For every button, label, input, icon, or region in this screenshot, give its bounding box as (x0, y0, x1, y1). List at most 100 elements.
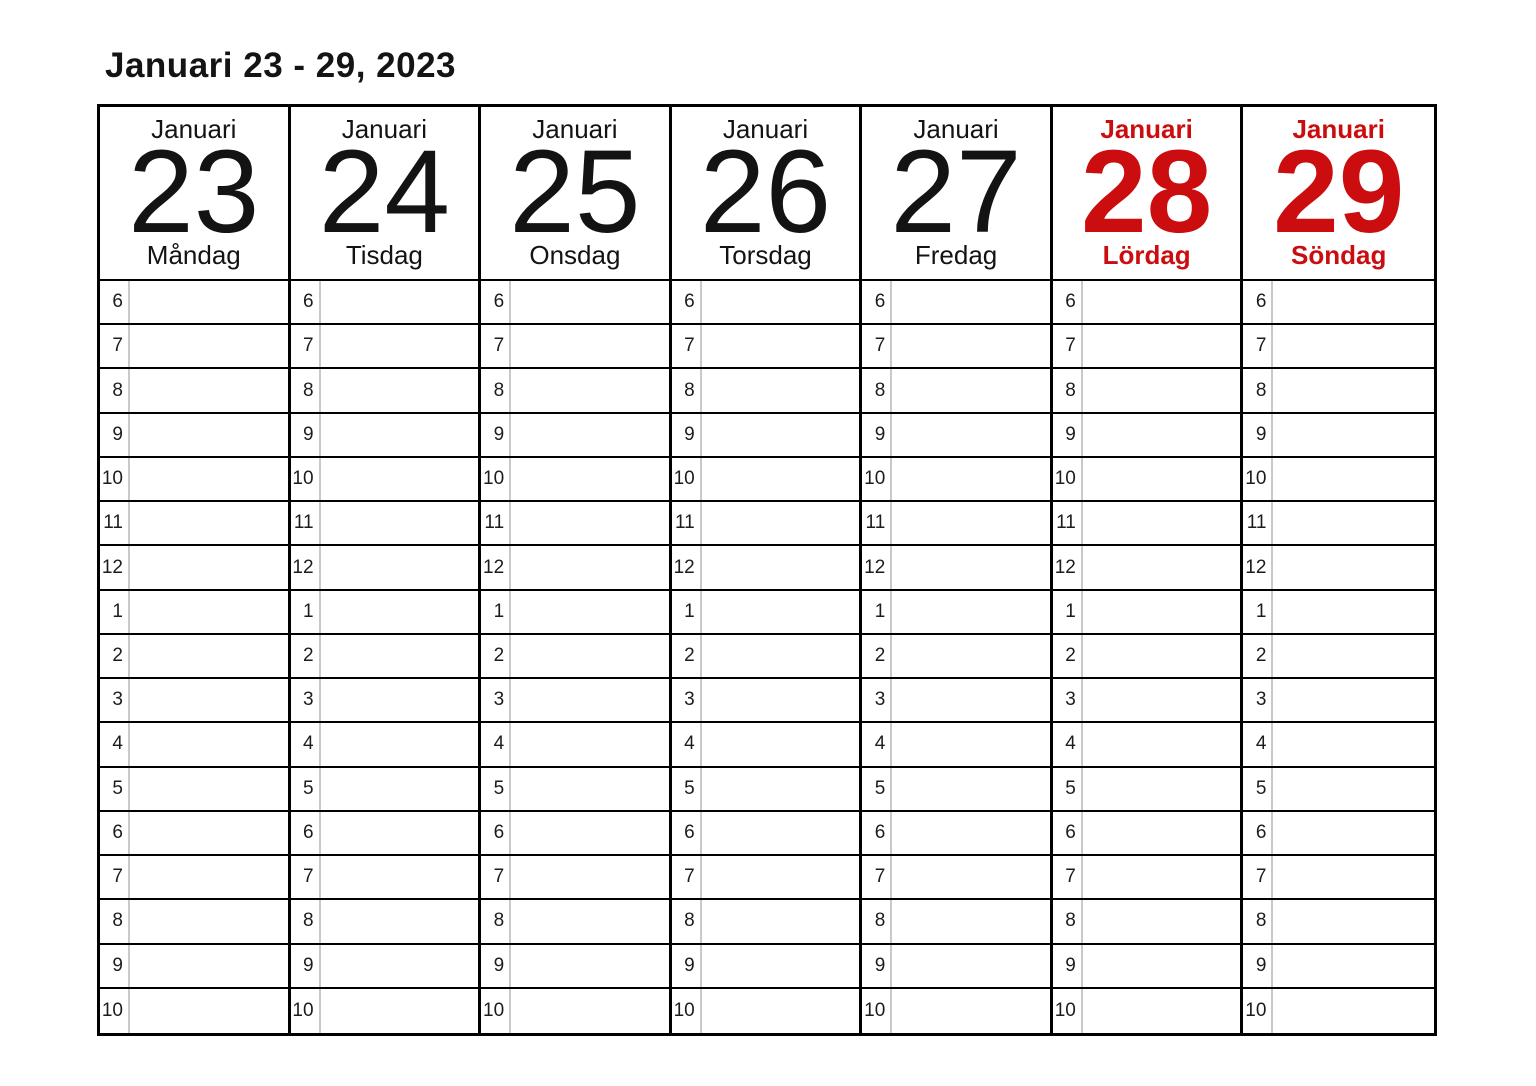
hour-label: 1 (481, 590, 512, 633)
hour-label: 10 (100, 457, 130, 501)
hour-write-area (321, 591, 479, 633)
hour-write-area (1273, 635, 1434, 677)
hour-write-area (702, 414, 860, 456)
hour-label: 5 (481, 767, 512, 810)
hour-label: 11 (1053, 502, 1083, 545)
hour-cell: 1 (100, 590, 291, 635)
hour-write-area (130, 546, 288, 588)
hour-write-area (892, 281, 1050, 323)
hour-label: 5 (100, 767, 130, 810)
hour-label: 1 (862, 590, 893, 633)
hour-cell: 5 (1052, 767, 1244, 812)
day-header-date: 25 (509, 125, 641, 258)
hour-cell: 11 (671, 502, 863, 547)
day-header-weekday: Måndag (146, 240, 241, 270)
hour-write-area (511, 281, 669, 323)
hour-cell: 7 (671, 856, 863, 901)
hour-cell: 6 (290, 281, 482, 326)
hour-cell: 10 (290, 988, 482, 1033)
hour-write-area (1273, 325, 1434, 367)
hour-label: 7 (100, 856, 130, 899)
hour-label: 11 (1243, 502, 1274, 545)
hour-write-area (130, 458, 288, 500)
hour-cell: 9 (862, 413, 1053, 458)
hour-label: 6 (481, 811, 512, 855)
hour-write-area (130, 502, 288, 544)
hour-cell: 7 (671, 325, 863, 370)
hour-write-area (321, 369, 479, 411)
hour-write-area (321, 458, 479, 500)
day-header-month: Januari (341, 114, 427, 144)
hour-cell: 2 (481, 634, 672, 680)
day-header-date: 23 (128, 125, 260, 258)
day-header-month: Januari (151, 114, 237, 144)
hour-cell: 10 (671, 988, 863, 1033)
hour-label: 9 (1243, 944, 1274, 987)
hour-cell: 6 (1052, 811, 1244, 857)
hour-cell: 8 (1052, 369, 1244, 414)
hour-cell: 2 (100, 634, 291, 680)
hour-write-area (130, 945, 288, 987)
hour-label: 7 (1243, 856, 1274, 899)
hour-label: 7 (672, 325, 702, 368)
hour-label: 8 (672, 369, 702, 412)
hour-label: 6 (481, 281, 512, 324)
hour-write-area (511, 635, 669, 677)
hour-cell: 2 (862, 634, 1053, 680)
hour-cell: 10 (100, 457, 291, 503)
hour-label: 8 (1243, 369, 1274, 412)
hour-label: 7 (1243, 325, 1274, 368)
hour-label: 10 (1053, 988, 1083, 1033)
hour-cell: 10 (862, 988, 1053, 1033)
hour-write-area (1083, 900, 1241, 942)
hour-write-area (130, 723, 288, 765)
hour-label: 7 (481, 856, 512, 899)
day-header-date: 27 (890, 125, 1022, 258)
hour-cell: 4 (1052, 723, 1244, 768)
hour-cell: 8 (100, 900, 291, 945)
hour-cell: 5 (100, 767, 291, 812)
hour-cell: 8 (290, 369, 482, 414)
hour-cell: 1 (862, 590, 1053, 635)
hour-write-area (511, 945, 669, 987)
hour-write-area (130, 856, 288, 898)
hour-cell: 11 (1243, 502, 1434, 547)
hour-write-area (892, 812, 1050, 854)
hour-write-area (321, 679, 479, 721)
hour-cell: 9 (1052, 413, 1244, 458)
day-header-month: Januari (1100, 114, 1193, 144)
hour-label: 5 (672, 767, 702, 810)
hour-label: 12 (672, 546, 702, 589)
hour-cell: 9 (481, 413, 672, 458)
hour-label: 5 (291, 767, 321, 810)
hour-label: 9 (862, 944, 893, 987)
hour-write-area (702, 546, 860, 588)
hour-write-area (321, 281, 479, 323)
hour-label: 9 (1243, 413, 1274, 456)
hour-cell: 8 (290, 900, 482, 945)
hour-write-area (702, 723, 860, 765)
hour-cell: 10 (1052, 457, 1244, 503)
hour-write-area (1273, 458, 1434, 500)
hour-write-area (511, 768, 669, 810)
hour-cell: 9 (100, 944, 291, 989)
day-header-date: 28 (1081, 125, 1213, 258)
day-header-söndag: Januari 29 Söndag (1243, 107, 1434, 281)
hour-cell: 7 (481, 856, 672, 901)
hour-label: 4 (291, 723, 321, 766)
hour-label: 5 (1053, 767, 1083, 810)
hour-write-area (892, 591, 1050, 633)
hour-write-area (321, 768, 479, 810)
hour-write-area (1083, 414, 1241, 456)
hour-cell: 3 (481, 679, 672, 724)
hour-write-area (130, 281, 288, 323)
hour-label: 11 (672, 502, 702, 545)
hour-write-area (892, 546, 1050, 588)
day-header-tisdag: Januari 24 Tisdag (290, 107, 482, 281)
hour-cell: 7 (1243, 856, 1434, 901)
hour-cell: 10 (481, 457, 672, 503)
hour-label: 9 (672, 944, 702, 987)
hour-cell: 9 (671, 413, 863, 458)
hour-write-area (321, 325, 479, 367)
hour-write-area (1083, 325, 1241, 367)
